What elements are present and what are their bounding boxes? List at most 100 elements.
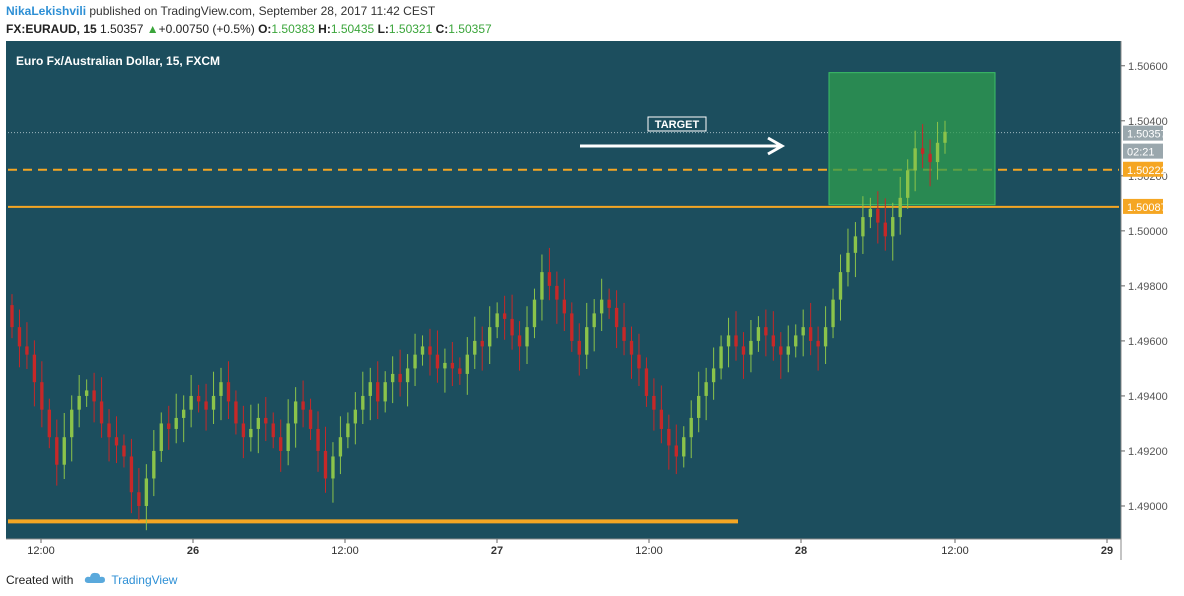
candle[interactable] (435, 330, 440, 383)
candle[interactable] (704, 367, 708, 421)
candle[interactable] (383, 371, 387, 413)
candle[interactable] (711, 347, 716, 400)
candle[interactable] (719, 335, 723, 380)
candle[interactable] (368, 367, 372, 421)
candle[interactable] (316, 411, 320, 472)
candle[interactable] (122, 434, 126, 468)
candle[interactable] (689, 400, 693, 459)
candle[interactable] (846, 228, 850, 287)
candle[interactable] (607, 288, 611, 319)
candle[interactable] (55, 419, 59, 486)
candle[interactable] (585, 302, 589, 369)
candle[interactable] (271, 412, 275, 449)
candle[interactable] (226, 361, 231, 420)
candle[interactable] (70, 395, 74, 462)
candle[interactable] (301, 380, 305, 428)
candle[interactable] (40, 361, 44, 428)
candle[interactable] (398, 349, 402, 397)
candle[interactable] (308, 398, 313, 440)
candle[interactable] (323, 426, 328, 493)
candle[interactable] (823, 306, 828, 365)
candle[interactable] (219, 367, 223, 421)
candle[interactable] (167, 405, 171, 450)
candle[interactable] (741, 332, 746, 379)
candle[interactable] (293, 387, 298, 448)
candle[interactable] (682, 426, 686, 468)
candle[interactable] (644, 357, 649, 407)
time-axis[interactable] (6, 539, 1121, 560)
candle[interactable] (562, 278, 567, 331)
candle[interactable] (107, 409, 111, 462)
candle[interactable] (390, 356, 395, 404)
candle[interactable] (913, 130, 917, 192)
candle[interactable] (241, 405, 246, 459)
candle[interactable] (211, 371, 216, 424)
candle[interactable] (838, 254, 843, 321)
candle[interactable] (234, 390, 238, 435)
candle[interactable] (196, 384, 201, 413)
candle[interactable] (599, 278, 604, 331)
target-label-box[interactable] (647, 116, 707, 132)
candle[interactable] (771, 311, 776, 361)
candle[interactable] (189, 375, 193, 428)
candle[interactable] (928, 139, 932, 187)
candle[interactable] (137, 468, 141, 521)
candle[interactable] (129, 438, 134, 514)
candle[interactable] (614, 290, 619, 349)
candle[interactable] (555, 271, 559, 324)
candle[interactable] (114, 416, 119, 464)
candle[interactable] (779, 332, 783, 379)
candle[interactable] (99, 377, 104, 438)
candle[interactable] (816, 326, 820, 371)
candle[interactable] (659, 385, 664, 444)
candle[interactable] (906, 159, 910, 209)
candle[interactable] (443, 348, 447, 393)
candle[interactable] (346, 412, 350, 449)
candle[interactable] (674, 424, 678, 475)
author-link[interactable]: NikaLekishvili (6, 4, 87, 18)
candle[interactable] (868, 197, 873, 229)
candle[interactable] (473, 316, 477, 369)
candle[interactable] (853, 222, 858, 278)
candle[interactable] (25, 322, 29, 369)
candle[interactable] (756, 316, 761, 352)
candle[interactable] (84, 379, 89, 407)
candle[interactable] (935, 121, 940, 180)
candle[interactable] (286, 399, 290, 466)
candle[interactable] (891, 202, 895, 261)
candle[interactable] (92, 372, 96, 423)
candle[interactable] (279, 419, 283, 472)
candle[interactable] (637, 333, 641, 387)
candle[interactable] (420, 335, 425, 366)
candle[interactable] (577, 323, 581, 376)
candle[interactable] (943, 120, 947, 154)
candle[interactable] (592, 299, 596, 352)
candle[interactable] (413, 333, 417, 387)
candle[interactable] (517, 321, 522, 371)
price-chart[interactable]: Euro Fx/Australian Dollar, 15, FXCM TARG… (0, 0, 1184, 560)
candle[interactable] (450, 342, 455, 387)
candle[interactable] (144, 464, 149, 531)
candle[interactable] (749, 319, 753, 373)
candle[interactable] (465, 337, 469, 395)
candle[interactable] (861, 196, 865, 254)
candle[interactable] (831, 288, 835, 339)
target-arrow[interactable] (580, 136, 786, 156)
candle[interactable] (256, 403, 260, 454)
candle[interactable] (32, 340, 37, 407)
price-axis[interactable] (1121, 41, 1184, 539)
candle[interactable] (338, 416, 343, 475)
candle[interactable] (920, 124, 925, 169)
candle[interactable] (547, 247, 552, 301)
candle[interactable] (794, 324, 798, 358)
candle[interactable] (808, 302, 813, 356)
candle[interactable] (480, 326, 484, 371)
candle[interactable] (428, 328, 432, 376)
target-zone[interactable] (828, 72, 996, 206)
candle[interactable] (697, 371, 701, 433)
candle[interactable] (540, 254, 544, 321)
candle[interactable] (764, 309, 768, 357)
candle[interactable] (10, 294, 14, 339)
candle[interactable] (786, 325, 790, 373)
candle[interactable] (495, 302, 499, 339)
